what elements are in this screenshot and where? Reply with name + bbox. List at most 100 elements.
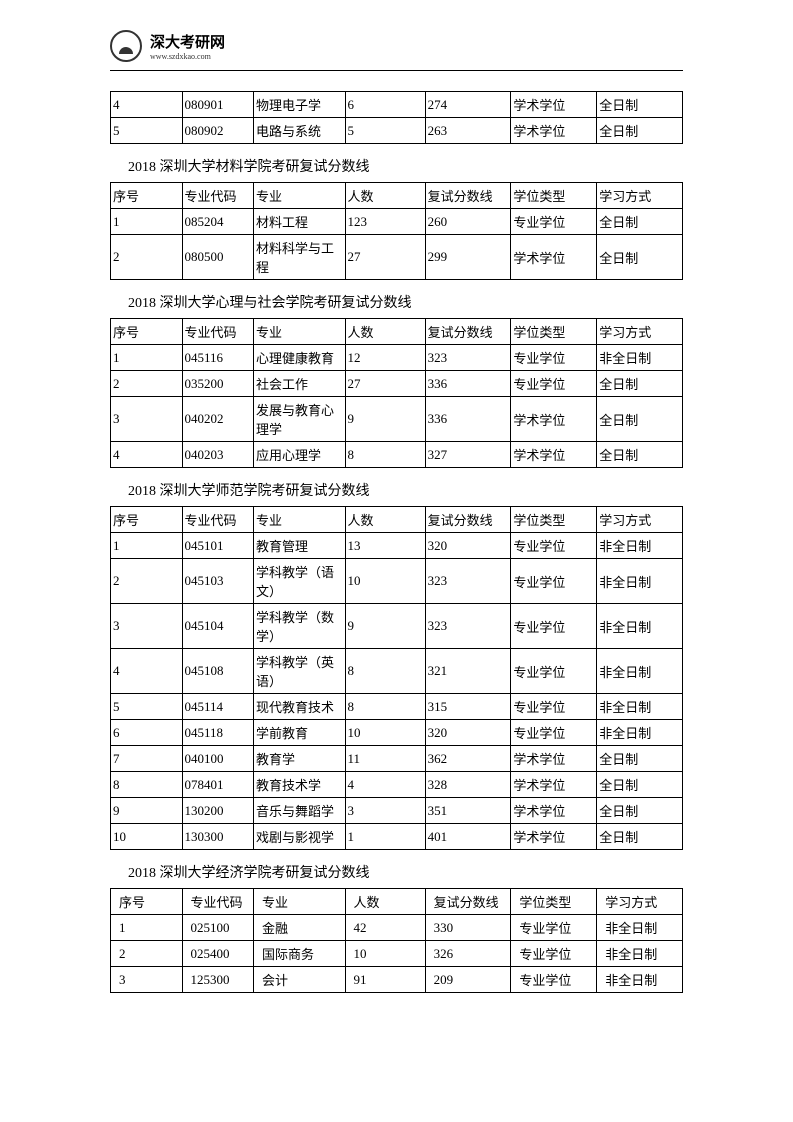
table-row: 1 085204 材料工程 123 260 专业学位 全日制 (111, 209, 683, 235)
table-row: 5 080902 电路与系统 5 263 学术学位 全日制 (111, 118, 683, 144)
section-title-economics: 2018 深圳大学经济学院考研复试分数线 (128, 862, 683, 882)
header-cell: 人数 (345, 319, 425, 345)
cell: 080500 (182, 235, 254, 280)
cell: 328 (425, 772, 511, 798)
table-row: 6 045118 学前教育 10 320 专业学位 非全日制 (111, 720, 683, 746)
table-row: 2 025400 国际商务 10 326 专业学位 非全日制 (111, 941, 683, 967)
cell: 社会工作 (254, 371, 346, 397)
cell: 045103 (182, 559, 254, 604)
cell: 321 (425, 649, 511, 694)
cell: 8 (345, 442, 425, 468)
cell: 非全日制 (597, 345, 683, 371)
cell: 299 (425, 235, 511, 280)
cell: 学科教学（英语） (254, 649, 346, 694)
cell: 362 (425, 746, 511, 772)
cell: 3 (111, 967, 183, 993)
cell: 025400 (182, 941, 254, 967)
cell: 学术学位 (511, 772, 597, 798)
cell: 2 (111, 371, 183, 397)
cell: 非全日制 (597, 533, 683, 559)
cell: 专业学位 (511, 941, 597, 967)
cell: 123 (345, 209, 425, 235)
cell: 27 (345, 235, 425, 280)
table-row: 5 045114 现代教育技术 8 315 专业学位 非全日制 (111, 694, 683, 720)
cell: 3 (111, 397, 183, 442)
cell: 专业学位 (511, 533, 597, 559)
cell: 学科教学（数学） (254, 604, 346, 649)
cell: 金融 (254, 915, 346, 941)
table-header-row: 序号 专业代码 专业 人数 复试分数线 学位类型 学习方式 (111, 183, 683, 209)
table-row: 7 040100 教育学 11 362 学术学位 全日制 (111, 746, 683, 772)
cell: 8 (345, 694, 425, 720)
table-fragment-top: 4 080901 物理电子学 6 274 学术学位 全日制 5 080902 电… (110, 91, 683, 144)
cell: 323 (425, 559, 511, 604)
table-row: 4 045108 学科教学（英语） 8 321 专业学位 非全日制 (111, 649, 683, 694)
table-header-row: 序号 专业代码 专业 人数 复试分数线 学位类型 学习方式 (111, 889, 683, 915)
section-title-psychology: 2018 深圳大学心理与社会学院考研复试分数线 (128, 292, 683, 312)
logo-text: 深大考研网 www.szdxkao.com (150, 31, 225, 61)
cell: 全日制 (597, 235, 683, 280)
cell: 2 (111, 941, 183, 967)
table-row: 4 040203 应用心理学 8 327 学术学位 全日制 (111, 442, 683, 468)
cell: 学术学位 (511, 92, 597, 118)
table-row: 3 045104 学科教学（数学） 9 323 专业学位 非全日制 (111, 604, 683, 649)
table-row: 2 080500 材料科学与工程 27 299 学术学位 全日制 (111, 235, 683, 280)
cell: 音乐与舞蹈学 (254, 798, 346, 824)
cell: 045104 (182, 604, 254, 649)
logo-subtitle: www.szdxkao.com (150, 52, 225, 61)
cell: 非全日制 (597, 694, 683, 720)
cell: 080902 (182, 118, 254, 144)
cell: 1 (111, 345, 183, 371)
cell: 学术学位 (511, 746, 597, 772)
cell: 专业学位 (511, 720, 597, 746)
cell: 戏剧与影视学 (254, 824, 346, 850)
header-cell: 学位类型 (511, 889, 597, 915)
cell: 心理健康教育 (254, 345, 346, 371)
cell: 040202 (182, 397, 254, 442)
table-economics: 序号 专业代码 专业 人数 复试分数线 学位类型 学习方式 1 025100 金… (110, 888, 683, 993)
header-cell: 学习方式 (597, 507, 683, 533)
cell: 085204 (182, 209, 254, 235)
cell: 非全日制 (597, 720, 683, 746)
header-cell: 学习方式 (597, 889, 683, 915)
cell: 非全日制 (597, 941, 683, 967)
cell: 物理电子学 (254, 92, 346, 118)
cell: 42 (345, 915, 425, 941)
cell: 5 (111, 118, 183, 144)
cell: 全日制 (597, 746, 683, 772)
cell: 045101 (182, 533, 254, 559)
cell: 4 (111, 649, 183, 694)
table-row: 1 045101 教育管理 13 320 专业学位 非全日制 (111, 533, 683, 559)
cell: 4 (111, 92, 183, 118)
cell: 专业学位 (511, 371, 597, 397)
header-cell: 专业代码 (182, 507, 254, 533)
header-cell: 专业 (254, 889, 346, 915)
cell: 非全日制 (597, 915, 683, 941)
cell: 327 (425, 442, 511, 468)
cell: 全日制 (597, 798, 683, 824)
cell: 13 (345, 533, 425, 559)
cell: 全日制 (597, 209, 683, 235)
cell: 会计 (254, 967, 346, 993)
cell: 全日制 (597, 371, 683, 397)
cell: 学术学位 (511, 397, 597, 442)
cell: 10 (345, 559, 425, 604)
cell: 全日制 (597, 824, 683, 850)
cell: 现代教育技术 (254, 694, 346, 720)
cell: 274 (425, 92, 511, 118)
logo-title: 深大考研网 (150, 31, 225, 52)
table-row: 8 078401 教育技术学 4 328 学术学位 全日制 (111, 772, 683, 798)
cell: 学术学位 (511, 824, 597, 850)
logo-icon (110, 30, 142, 62)
table-row: 1 025100 金融 42 330 专业学位 非全日制 (111, 915, 683, 941)
cell: 专业学位 (511, 915, 597, 941)
cell: 10 (111, 824, 183, 850)
header-cell: 专业 (254, 183, 346, 209)
table-row: 4 080901 物理电子学 6 274 学术学位 全日制 (111, 92, 683, 118)
cell: 1 (111, 209, 183, 235)
header-cell: 专业代码 (182, 183, 254, 209)
cell: 045116 (182, 345, 254, 371)
header-cell: 人数 (345, 889, 425, 915)
cell: 教育学 (254, 746, 346, 772)
cell: 12 (345, 345, 425, 371)
